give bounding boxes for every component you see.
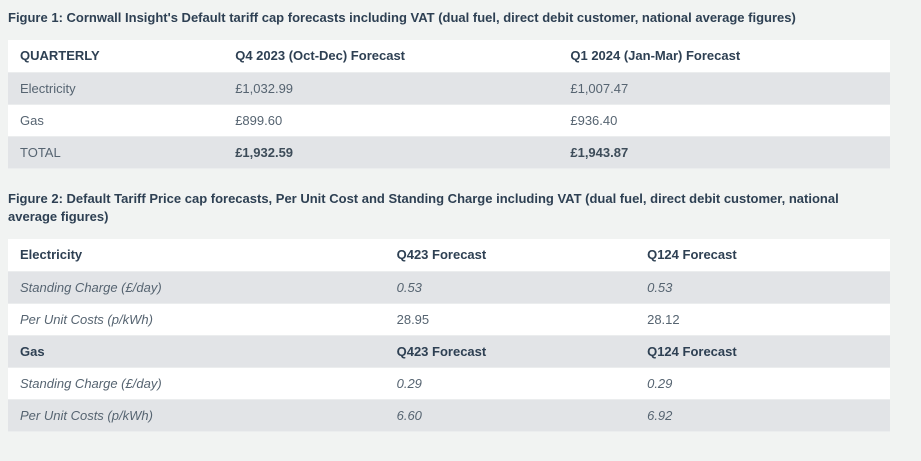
section-header-cell: Q124 Forecast [635,239,890,272]
value-cell: 0.53 [384,271,636,304]
row-label-cell: TOTAL [8,136,224,169]
section-header-cell: Electricity [8,239,385,272]
figure1-caption: Figure 1: Cornwall Insight's Default tar… [8,10,796,25]
page-content: Figure 1: Cornwall Insight's Default tar… [8,10,890,432]
value-cell: £1,032.99 [223,72,559,105]
column-header-q1-2024: Q1 2024 (Jan-Mar) Forecast [558,40,890,73]
value-cell: 0.53 [635,271,890,304]
row-label-cell: Electricity [8,72,224,105]
section-header-cell: Q423 Forecast [384,239,636,272]
table-row: Standing Charge (£/day) 0.53 0.53 [8,271,890,304]
row-label-cell: Per Unit Costs (p/kWh) [8,399,385,432]
table-row: TOTAL £1,932.59 £1,943.87 [8,136,890,169]
figure1-table-body: Electricity £1,032.99 £1,007.47 Gas £899.60 £… [8,72,890,169]
value-cell: £1,932.59 [223,136,559,169]
value-cell: 28.95 [384,303,636,336]
table-row: Standing Charge (£/day) 0.29 0.29 [8,367,890,400]
value-cell: £1,007.47 [558,72,890,105]
row-label-cell: Standing Charge (£/day) [8,367,385,400]
row-label-cell: Per Unit Costs (p/kWh) [8,303,385,336]
value-cell: 6.92 [635,399,890,432]
section-header-cell: Gas [8,335,385,368]
figure1-table: QUARTERLY Q4 2023 (Oct-Dec) Forecast Q1 … [8,40,890,169]
value-cell: £1,943.87 [558,136,890,169]
table-row: Electricity £1,032.99 £1,007.47 [8,72,890,105]
value-cell: 6.60 [384,399,636,432]
section-header-cell: Q124 Forecast [635,335,890,368]
value-cell: £936.40 [558,104,890,137]
section-header-row: Gas Q423 Forecast Q124 Forecast [8,335,890,368]
row-label-cell: Standing Charge (£/day) [8,271,385,304]
value-cell: 28.12 [635,303,890,336]
table-row: Gas £899.60 £936.40 [8,104,890,137]
value-cell: 0.29 [635,367,890,400]
value-cell: 0.29 [384,367,636,400]
column-header-q4-2023: Q4 2023 (Oct-Dec) Forecast [223,40,559,73]
column-header-quarterly: QUARTERLY [8,40,224,73]
row-label-cell: Gas [8,104,224,137]
value-cell: £899.60 [223,104,559,137]
figure2-caption: Figure 2: Default Tariff Price cap forec… [8,190,839,224]
table-row: Per Unit Costs (p/kWh) 6.60 6.92 [8,399,890,432]
figure2-table-body: Electricity Q423 Forecast Q124 Forecast Sta… [8,239,890,432]
section-header-row: Electricity Q423 Forecast Q124 Forecast [8,239,890,272]
table-header-row: QUARTERLY Q4 2023 (Oct-Dec) Forecast Q1 … [8,40,890,73]
table-row: Per Unit Costs (p/kWh) 28.95 28.12 [8,303,890,336]
figure2-table: Electricity Q423 Forecast Q124 Forecast Sta… [8,239,890,432]
section-header-cell: Q423 Forecast [384,335,636,368]
